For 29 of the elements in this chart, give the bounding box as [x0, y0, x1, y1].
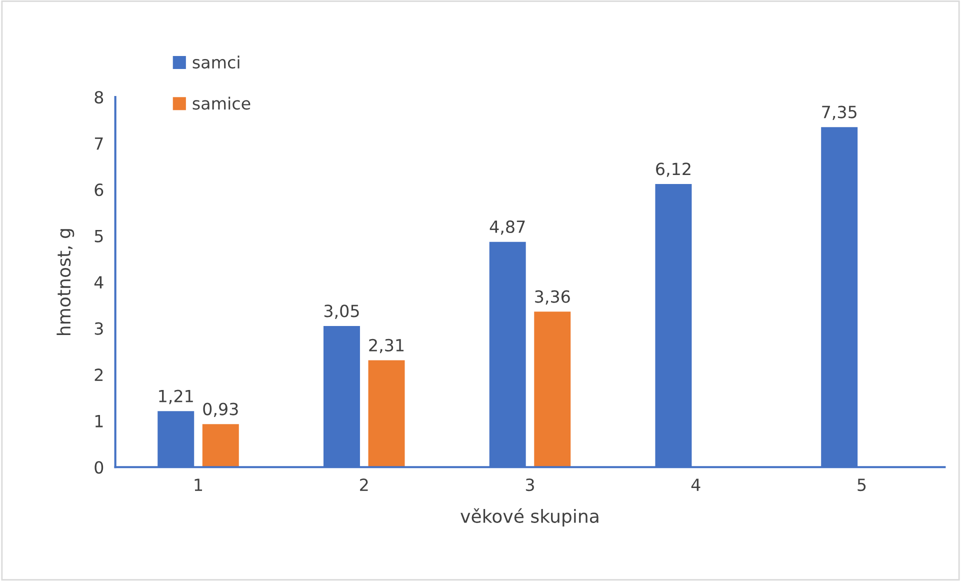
y-tick-label: 8	[94, 90, 104, 104]
y-tick-label: 7	[94, 137, 103, 150]
x-axis-title: věkové skupina	[460, 508, 598, 526]
y-tick-label: 4	[94, 276, 104, 288]
data-label: 3,05	[324, 304, 359, 319]
bar	[368, 360, 405, 468]
data-label: 2,31	[369, 338, 404, 354]
data-label: 0,93	[203, 402, 238, 418]
x-tick-label: 4	[691, 478, 700, 491]
bar	[202, 424, 239, 468]
data-label: 6,12	[656, 162, 690, 177]
y-tick-label: 1	[95, 415, 103, 428]
y-tick-label: 3	[94, 322, 103, 335]
y-tick-label: 6	[94, 184, 104, 196]
y-tick-label: 5	[94, 230, 103, 242]
data-label: 7,35	[822, 106, 856, 120]
bar	[534, 312, 571, 468]
legend-label: samice	[192, 96, 250, 110]
x-tick-label: 3	[526, 478, 534, 492]
y-tick-label: 2	[94, 368, 103, 381]
y-axis-title: hmotnost, g	[56, 229, 74, 335]
x-tick-label: 1	[194, 478, 202, 491]
legend-label: samci	[192, 56, 240, 69]
y-tick-label: 0	[94, 461, 104, 474]
data-label: 1,21	[159, 390, 193, 404]
data-label: 4,87	[490, 220, 525, 235]
x-tick-label: 2	[360, 478, 368, 491]
data-label: 3,36	[535, 290, 570, 305]
x-tick-label: 5	[858, 478, 866, 492]
